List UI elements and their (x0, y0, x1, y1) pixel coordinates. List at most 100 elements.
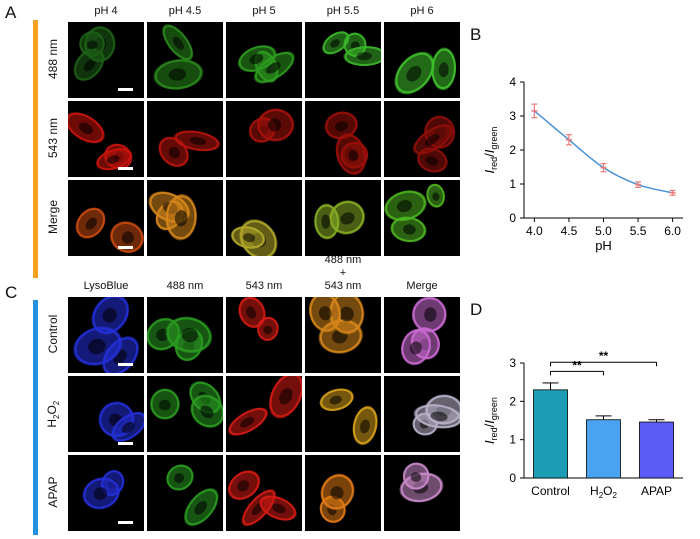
micrograph-tile (147, 101, 223, 177)
micrograph-cells (68, 297, 144, 373)
micrograph-tile (68, 22, 144, 98)
micrograph-cells (68, 180, 144, 256)
micrograph-tile (147, 455, 223, 531)
column-header-line: LysoBlue (83, 280, 129, 292)
row-label: APAP (46, 476, 60, 508)
micrograph-tile (305, 297, 381, 373)
data-point (669, 189, 676, 196)
column-header-line: pH 5 (252, 5, 276, 17)
panel-label-b: B (470, 25, 482, 44)
micrograph-tile (226, 101, 302, 177)
micrograph-cells (68, 22, 144, 98)
micrograph-tile (68, 180, 144, 256)
bar (586, 415, 621, 479)
micrograph-tile (68, 101, 144, 177)
row-label: 488 nm (46, 38, 60, 80)
y-tick-label: 0 (509, 471, 516, 485)
row-label: Control (46, 314, 60, 354)
column-header-line: pH 6 (410, 5, 434, 17)
micrograph-cells (226, 297, 302, 373)
x-tick-label: 6.0 (664, 224, 681, 238)
scale-bar (118, 521, 133, 524)
significance-label: ** (572, 358, 582, 372)
micrograph-tile (226, 297, 302, 373)
micrograph-tile (384, 22, 460, 98)
chart-d-svg: 0 1 2 3 Ired/Igreen Control H2O2 APAP ** ** (482, 349, 683, 500)
micrograph-tile (147, 376, 223, 452)
column-header-line: 488 nm (324, 254, 362, 266)
micrograph-cells (305, 376, 381, 452)
micrograph-tile (68, 376, 144, 452)
micrograph-tile (305, 22, 381, 98)
micrograph-cells (147, 455, 223, 531)
micrograph-tile (305, 101, 381, 177)
y-tick-label: 4 (509, 75, 516, 89)
micrograph-tile (226, 376, 302, 452)
x-tick-label: Control (531, 484, 570, 498)
micrograph-cells (305, 455, 381, 531)
column-header-line: 543 nm (324, 280, 362, 292)
y-tick-label: 1 (509, 177, 516, 191)
y-tick-label: 3 (509, 356, 516, 370)
y-tick-label: 1 (509, 433, 516, 447)
micrograph-cells (68, 455, 144, 531)
panel-label-a: A (5, 3, 17, 22)
column-header: pH 5 (226, 5, 302, 18)
micrograph-tile (147, 180, 223, 256)
column-header: 543 nm (226, 280, 302, 293)
significance-bracket: ** (550, 349, 657, 367)
micrograph-cells (384, 376, 460, 452)
y-axis-label: Ired/Igreen (482, 127, 499, 174)
chart-b-svg: 0 1 2 3 4 4.0 4.5 5.0 5.5 6.0 pH Ired/Igreen (482, 75, 683, 253)
row-label: 543 nm (46, 117, 60, 159)
micrograph-tile (305, 180, 381, 256)
micrograph-cells (226, 455, 302, 531)
column-header-line: 488 nm (166, 280, 204, 292)
y-tick-label: 3 (509, 109, 516, 123)
column-header: pH 6 (384, 5, 460, 18)
micrograph-tile (384, 180, 460, 256)
column-header-line: Merge (406, 280, 438, 292)
micrograph-cells (226, 22, 302, 98)
data-point (531, 103, 538, 119)
chart-d: 0 1 2 3 Ired/Igreen Control H2O2 APAP ** ** (478, 345, 693, 530)
micrograph-tile (68, 455, 144, 531)
micrograph-cells (68, 101, 144, 177)
micrograph-cells (384, 297, 460, 373)
y-axis-label: Ired/Igreen (482, 397, 499, 444)
panel-label-d: D (470, 300, 483, 319)
micrograph-cells (147, 180, 223, 256)
micrograph-tile (226, 455, 302, 531)
micrograph-cells (305, 22, 381, 98)
micrograph-tile (226, 22, 302, 98)
micrograph-tile (226, 180, 302, 256)
column-header: pH 4 (68, 5, 144, 18)
micrograph-cells (305, 297, 381, 373)
column-header-line: pH 5.5 (326, 5, 360, 17)
series-line (533, 110, 673, 194)
micrograph-cells (147, 297, 223, 373)
micrograph-cells (305, 101, 381, 177)
scale-bar (118, 442, 133, 445)
panel-label-c: C (5, 283, 18, 302)
scale-bar (118, 88, 133, 91)
panel-a-side-bar (33, 20, 38, 278)
column-header-line: pH 4 (94, 5, 118, 17)
micrograph-cells (384, 22, 460, 98)
micrograph-cells (226, 180, 302, 256)
y-tick-label: 2 (509, 143, 516, 157)
micrograph-cells (384, 455, 460, 531)
micrograph-tile (384, 376, 460, 452)
micrograph-cells (384, 101, 460, 177)
micrograph-tile (384, 297, 460, 373)
y-tick-label: 0 (509, 211, 516, 225)
y-tick-label: 2 (509, 394, 516, 408)
data-point (635, 181, 642, 189)
micrograph-tile (147, 22, 223, 98)
micrograph-tile (384, 455, 460, 531)
micrograph-tile (305, 376, 381, 452)
column-header: 488 nm +543 nm (305, 254, 381, 293)
bar (639, 419, 674, 479)
column-header: pH 5.5 (305, 5, 381, 18)
micrograph-cells (226, 101, 302, 177)
